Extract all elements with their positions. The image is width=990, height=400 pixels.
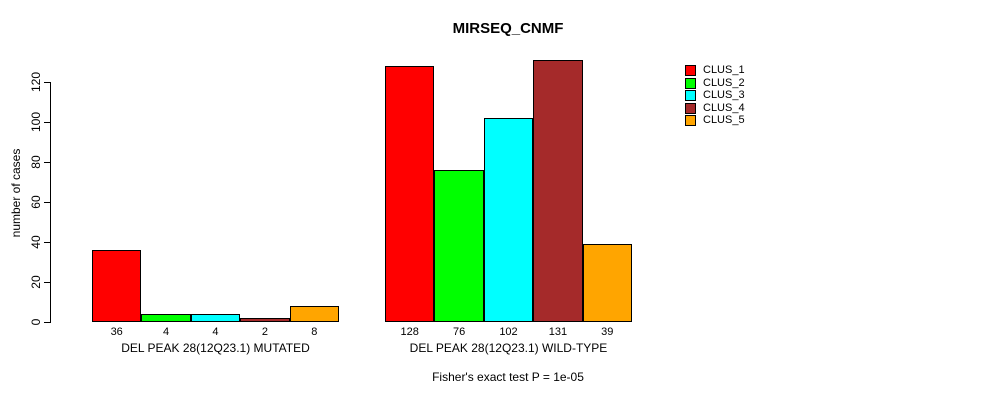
legend-swatch [685,65,696,76]
y-axis-line [50,82,51,323]
y-axis-tick-label: 20 [29,275,43,289]
y-axis-tick [44,322,50,323]
legend-swatch [685,77,696,89]
legend-swatch [685,90,696,102]
bar-value-label: 2 [261,326,268,338]
y-axis-tick-label: 40 [29,235,43,249]
bar [240,318,290,322]
group-label: DEL PEAK 28(12Q23.1) MUTATED [121,341,310,355]
bar-value-label: 39 [601,326,614,338]
bar [141,314,191,322]
chart-title: MIRSEQ_CNMF [452,20,564,37]
y-axis-tick-label: 120 [29,71,43,93]
legend-label: CLUS_2 [703,76,745,89]
bar-value-label: 8 [311,326,318,338]
legend-swatch [685,115,696,127]
y-axis-tick [44,242,50,243]
bar-value-label: 4 [163,326,170,338]
bar [385,66,435,322]
bar [92,250,142,322]
bar-value-label: 76 [452,326,466,338]
bar-value-label: 36 [110,326,123,338]
bar-value-label: 128 [400,326,419,338]
bar-value-label: 4 [212,326,219,338]
y-axis-tick-label: 80 [29,155,43,169]
group-label: DEL PEAK 28(12Q23.1) WILD-TYPE [409,341,608,355]
y-axis-tick [44,122,50,123]
y-axis-tick [44,82,50,83]
legend-label: CLUS_3 [703,89,745,102]
fisher-test-note: Fisher's exact test P = 1e-05 [432,370,584,384]
y-axis-tick [44,282,50,283]
y-axis-tick [44,162,50,163]
bar-value-label: 102 [499,326,518,338]
bar [483,118,534,322]
legend-label: CLUS_4 [703,101,745,114]
y-axis-tick-label: 100 [29,111,43,133]
legend-swatch [685,102,696,114]
y-axis-tick-label: 60 [29,195,43,209]
bar [190,314,241,322]
bar [582,244,632,322]
y-axis-label: number of cases [9,148,23,238]
bar-value-label: 131 [548,326,568,338]
bar [289,306,339,322]
bar [533,60,583,322]
y-axis-tick [44,202,50,203]
legend-label: CLUS_5 [703,114,745,127]
y-axis-tick-label: 0 [29,318,43,326]
bar [434,170,484,322]
legend-label: CLUS_1 [703,64,745,76]
